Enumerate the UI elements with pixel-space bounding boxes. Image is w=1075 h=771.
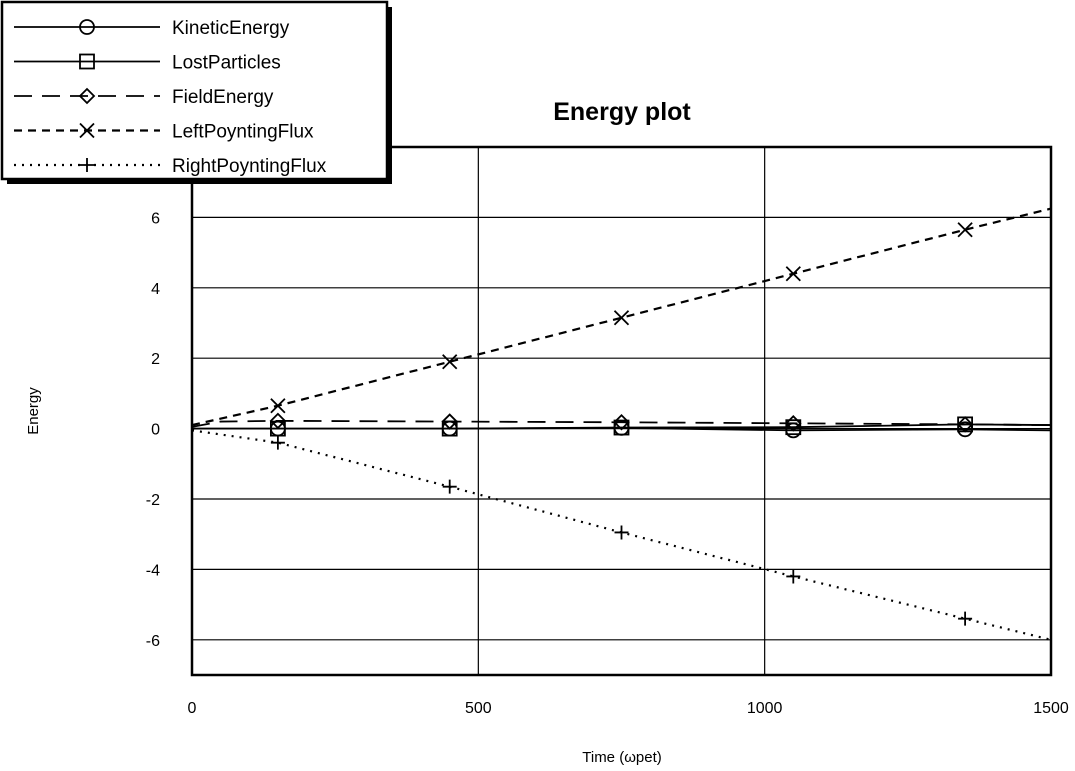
legend-marker: [79, 19, 95, 35]
y-tick-label: -2: [146, 492, 160, 509]
legend-label: LeftPoyntingFlux: [172, 122, 314, 143]
legend-marker: [79, 53, 95, 70]
data-point: [270, 398, 286, 414]
data-point: [613, 413, 630, 431]
y-axis-title: Energy: [25, 387, 42, 435]
y-tick-label: 4: [151, 281, 160, 298]
x-tick-label: 500: [465, 700, 492, 717]
legend-label: LostParticles: [172, 53, 281, 74]
x-axis-title: Time (ωpet): [582, 749, 662, 766]
y-tick-label: 0: [151, 422, 160, 439]
legend: KineticEnergy LostParticles FieldEnergy Lef…: [0, 0, 392, 184]
legend-box: [0, 0, 389, 181]
data-point: [441, 413, 458, 430]
legend-label: KineticEnergy: [172, 18, 290, 39]
series-RightPoyntingFlux: [191, 429, 1052, 641]
y-tick-label: 2: [151, 351, 160, 368]
x-tick-label: 1500: [1033, 700, 1069, 717]
data-point: [957, 222, 973, 238]
y-tick-label: 6: [151, 210, 160, 227]
x-tick-label: 0: [188, 700, 197, 717]
data-point: [442, 354, 458, 370]
data-point: [614, 525, 629, 540]
series-layer: [191, 207, 1052, 641]
x-tick-label: 1000: [747, 700, 783, 717]
y-tick-label: -4: [146, 562, 160, 579]
series-FieldEnergy: [191, 412, 1052, 433]
series-LeftPoyntingFlux: [191, 207, 1052, 427]
legend-marker: [78, 87, 96, 105]
data-point: [786, 569, 801, 584]
legend-marker: [80, 158, 94, 172]
data-point: [270, 435, 285, 450]
data-point: [785, 419, 802, 436]
chart-title: Energy plot: [553, 98, 691, 126]
data-point: [269, 412, 287, 430]
y-tick-label: -6: [146, 633, 160, 650]
data-point: [956, 416, 974, 433]
legend-marker: [79, 122, 95, 139]
data-point: [442, 479, 457, 494]
data-point: [958, 611, 973, 626]
data-point: [613, 419, 630, 436]
tick-labels: -6 -4 -2 0 2 4 6 0 500 1000 1500: [146, 210, 1069, 717]
legend-label: RightPoyntingFlux: [172, 156, 327, 177]
data-point: [785, 266, 801, 282]
series-line: [191, 419, 1052, 428]
data-point: [785, 415, 802, 432]
legend-label: FieldEnergy: [172, 87, 274, 108]
plot-area: [190, 145, 1053, 677]
data-point: [613, 310, 630, 326]
